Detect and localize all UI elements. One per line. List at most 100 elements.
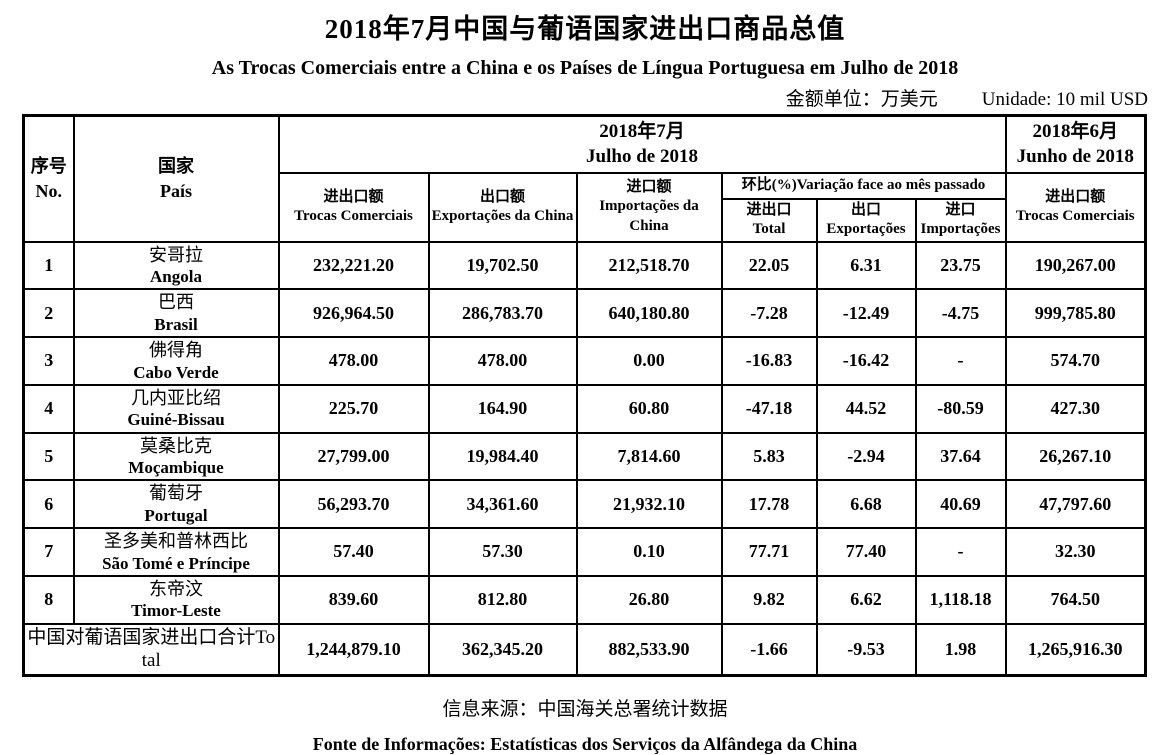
cell-trade: 478.00 xyxy=(277,336,430,386)
cell-no: 5 xyxy=(22,431,75,482)
unit-label-pt: Unidade: 10 mil USD xyxy=(981,89,1148,110)
cell-exports: 19,984.40 xyxy=(427,431,578,482)
col-header-var-exports-pt: Exportações xyxy=(826,221,906,237)
col-header-trade-june: 进出口额 Trocas Comerciais xyxy=(1004,171,1147,243)
country-name-pt: Cabo Verde xyxy=(133,362,219,382)
cell-exports: 812.80 xyxy=(427,574,578,625)
cell-var-exports: 6.31 xyxy=(815,240,917,291)
col-header-trade-july: 进出口额 Trocas Comerciais xyxy=(277,171,430,243)
country-name-pt: Brasil xyxy=(154,314,198,334)
cell-var-imports: -4.75 xyxy=(914,288,1007,338)
cell-country: 安哥拉 Angola xyxy=(72,240,280,291)
cell-no: 1 xyxy=(22,240,75,291)
cell-no: 6 xyxy=(22,479,75,529)
table-row-angola: 1 安哥拉 Angola 232,221.20 19,702.50 212,51… xyxy=(22,240,1147,291)
col-header-var-imports: 进口 Importações xyxy=(914,197,1007,243)
country-name-cn: 莫桑比克 xyxy=(140,435,212,456)
col-header-exports: 出口额 Exportações da China xyxy=(427,171,578,243)
cell-exports: 286,783.70 xyxy=(427,288,578,338)
col-header-trade-july-cn: 进出口额 xyxy=(323,188,384,205)
cell-var-imports: - xyxy=(914,527,1007,577)
cell-var-total: -47.18 xyxy=(720,383,818,434)
cell-country: 圣多美和普林西比 São Tomé e Príncipe xyxy=(72,527,280,577)
cell-imports: 60.80 xyxy=(575,383,723,434)
cell-no: 2 xyxy=(22,288,75,338)
cell-exports: 57.30 xyxy=(427,527,578,577)
col-group-july-cn: 2018年7月 xyxy=(599,120,685,142)
cell-imports: 21,932.10 xyxy=(575,479,723,529)
col-header-country-pt: País xyxy=(159,180,192,201)
table-row-cabo-verde: 3 佛得角 Cabo Verde 478.00 478.00 0.00 -16.… xyxy=(22,336,1147,386)
col-group-june-pt: Junho de 2018 xyxy=(1016,146,1134,168)
col-header-trade-june-pt: Trocas Comerciais xyxy=(1015,208,1135,224)
cell-var-exports: 6.62 xyxy=(815,574,917,625)
country-name-pt: Angola xyxy=(150,267,202,286)
cell-country: 东帝汶 Timor-Leste xyxy=(72,574,280,625)
col-header-no-en: No. xyxy=(35,180,63,201)
cell-var-total: 9.82 xyxy=(720,574,818,625)
country-name-pt: Timor-Leste xyxy=(131,601,221,621)
col-header-country-cn: 国家 xyxy=(158,156,194,177)
cell-var-exports: -2.94 xyxy=(815,431,917,482)
cell-var-exports: -9.53 xyxy=(815,622,917,677)
source-note-pt: Fonte de Informações: Estatísticas dos S… xyxy=(312,734,858,754)
col-header-var-total-pt: Total xyxy=(752,221,786,237)
country-name-pt: São Tomé e Príncipe xyxy=(102,553,250,573)
cell-total-label: 中国对葡语国家进出口合计Total xyxy=(22,622,280,677)
cell-no: 8 xyxy=(22,574,75,625)
cell-var-imports: 40.69 xyxy=(914,479,1007,529)
cell-country: 葡萄牙 Portugal xyxy=(72,479,280,529)
col-group-july-pt: Julho de 2018 xyxy=(586,146,698,168)
col-header-no: 序号 No. xyxy=(22,114,75,243)
cell-imports: 640,180.80 xyxy=(575,288,723,338)
col-header-trade-june-cn: 进出口额 xyxy=(1045,188,1106,205)
unit-line: 金额单位：万美元 Unidade: 10 mil USD xyxy=(0,84,1148,111)
col-group-june: 2018年6月 Junho de 2018 xyxy=(1004,114,1147,174)
cell-country: 巴西 Brasil xyxy=(72,288,280,338)
cell-no: 3 xyxy=(22,336,75,386)
cell-var-imports: 1.98 xyxy=(914,622,1007,677)
cell-trade: 232,221.20 xyxy=(277,240,430,291)
cell-var-total: -7.28 xyxy=(720,288,818,338)
country-name-cn: 几内亚比绍 xyxy=(131,387,221,408)
cell-trade: 57.40 xyxy=(277,527,430,577)
cell-trade: 225.70 xyxy=(277,383,430,434)
table-row-guine-bissau: 4 几内亚比绍 Guiné-Bissau 225.70 164.90 60.80… xyxy=(22,383,1147,434)
country-name-cn: 安哥拉 xyxy=(149,244,203,265)
country-name-cn: 东帝汶 xyxy=(149,578,203,599)
cell-imports: 212,518.70 xyxy=(575,240,723,291)
cell-var-imports: 1,118.18 xyxy=(914,574,1007,625)
cell-june-trade: 999,785.80 xyxy=(1004,288,1147,338)
cell-imports: 882,533.90 xyxy=(575,622,723,677)
cell-var-total: -1.66 xyxy=(720,622,818,677)
table-row-sao-tome: 7 圣多美和普林西比 São Tomé e Príncipe 57.40 57.… xyxy=(22,527,1147,577)
cell-june-trade: 427.30 xyxy=(1004,383,1147,434)
country-name-cn: 圣多美和普林西比 xyxy=(104,531,248,551)
col-header-var-imports-cn: 进口 xyxy=(945,201,976,218)
col-header-country: 国家 País xyxy=(72,114,280,243)
cell-imports: 7,814.60 xyxy=(575,431,723,482)
cell-country: 几内亚比绍 Guiné-Bissau xyxy=(72,383,280,434)
unit-label-cn: 金额单位：万美元 xyxy=(785,89,938,110)
cell-var-exports: -16.42 xyxy=(815,336,917,386)
cell-var-imports: - xyxy=(914,336,1007,386)
cell-var-total: -16.83 xyxy=(720,336,818,386)
cell-trade: 56,293.70 xyxy=(277,479,430,529)
cell-imports: 0.00 xyxy=(575,336,723,386)
cell-imports: 0.10 xyxy=(575,527,723,577)
trade-table: 序号 No. 国家 País 2018年7月 Julho de 2018 201… xyxy=(22,114,1147,677)
col-header-no-cn: 序号 xyxy=(30,156,67,177)
country-name-cn: 葡萄牙 xyxy=(149,483,203,504)
cell-var-imports: 37.64 xyxy=(914,431,1007,482)
table-row-brasil: 2 巴西 Brasil 926,964.50 286,783.70 640,18… xyxy=(22,288,1147,338)
cell-country: 莫桑比克 Moçambique xyxy=(72,431,280,482)
cell-var-total: 5.83 xyxy=(720,431,818,482)
cell-trade: 926,964.50 xyxy=(277,288,430,338)
table-row-mocambique: 5 莫桑比克 Moçambique 27,799.00 19,984.40 7,… xyxy=(22,431,1147,482)
page-title: 2018年7月中国与葡语国家进出口商品总值 xyxy=(324,14,846,44)
col-header-var-exports-cn: 出口 xyxy=(850,201,881,218)
cell-june-trade: 47,797.60 xyxy=(1004,479,1147,529)
col-header-imports-cn: 进口额 xyxy=(626,178,672,195)
cell-imports: 26.80 xyxy=(575,574,723,625)
col-header-var-total: 进出口 Total xyxy=(720,197,818,243)
